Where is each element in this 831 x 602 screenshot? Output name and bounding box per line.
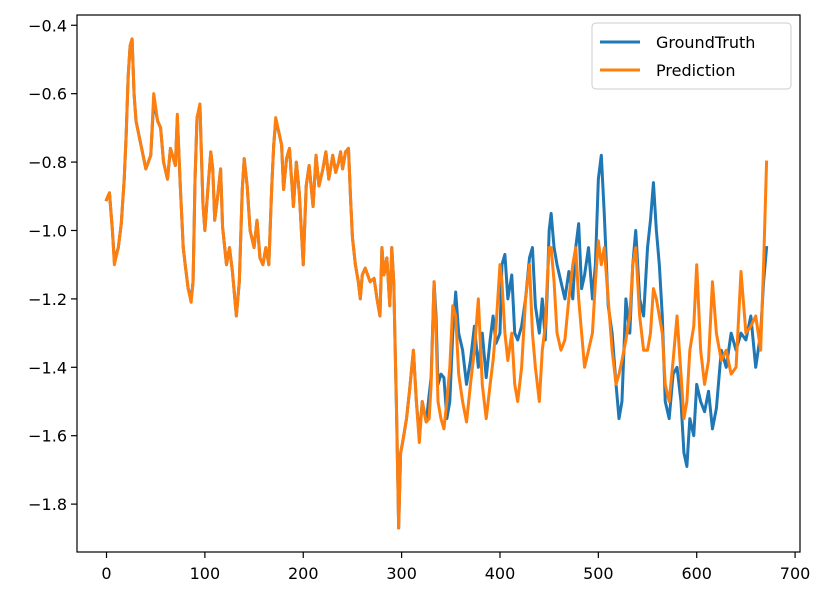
series-lines [104,37,769,530]
x-tick-label: 200 [288,564,319,583]
y-tick-label: −1.2 [28,290,67,309]
y-tick-label: −1.4 [28,358,67,377]
plot-frame [76,14,801,553]
y-tick-label: −1.0 [28,221,67,240]
series-line-prediction [104,37,769,530]
x-tick-label: 0 [101,564,111,583]
y-tick-label: −0.4 [28,16,67,35]
legend: GroundTruth Prediction [591,22,792,90]
y-tick-label: −1.8 [28,495,67,514]
x-tick-label: 100 [190,564,221,583]
legend-label-groundtruth: GroundTruth [656,33,755,52]
x-tick-label: 300 [386,564,417,583]
y-tick-label: −1.6 [28,427,67,446]
legend-box [591,22,792,90]
x-tick-label: 400 [485,564,516,583]
y-tick-label: −0.8 [28,153,67,172]
axes: 0 100 200 300 400 500 600 700 −1.8 −1.6 −1.4 −1.2 −1… [28,16,810,583]
x-tick-label: 500 [583,564,614,583]
y-tick-label: −0.6 [28,85,67,104]
x-tick-label: 700 [780,564,811,583]
x-tick-label: 600 [681,564,712,583]
legend-label-prediction: Prediction [656,61,735,80]
